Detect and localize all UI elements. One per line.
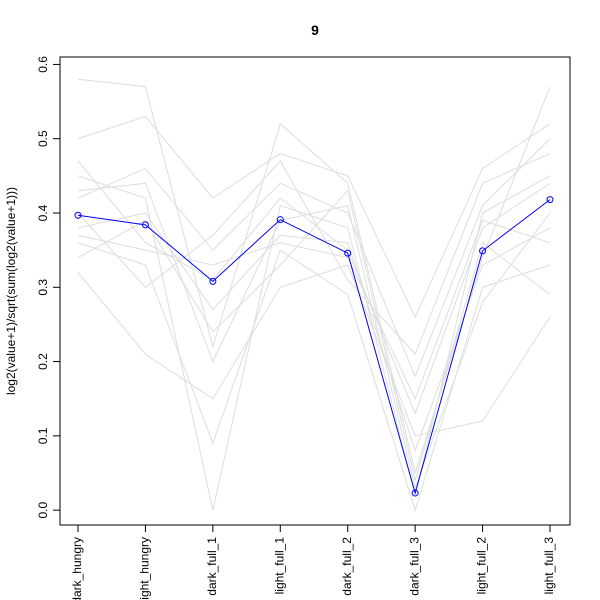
y-tick-label: 0.6: [36, 56, 50, 73]
y-tick-label: 0.2: [36, 353, 50, 370]
x-tick-label: dark_full_1: [205, 537, 219, 596]
chart-title: 9: [311, 22, 319, 38]
highlight-line: [77, 199, 551, 495]
x-tick-label: dark_hungry: [70, 537, 84, 600]
point: [479, 247, 487, 255]
x-tick-label: dark_full_3: [407, 537, 421, 596]
y-tick-label: 0.3: [36, 279, 50, 296]
background-line: [77, 160, 551, 415]
point: [344, 249, 352, 257]
background-line: [77, 219, 551, 400]
y-tick-label: 0.0: [36, 501, 50, 518]
x-tick-label: light_full_2: [475, 537, 489, 595]
point: [411, 489, 419, 497]
point: [546, 196, 554, 204]
point: [209, 277, 217, 285]
x-tick-label: light_full_1: [272, 537, 286, 595]
point: [276, 216, 284, 224]
background-line: [77, 138, 551, 378]
background-line: [77, 115, 551, 319]
x-tick-label: dark_full_2: [340, 537, 354, 596]
background-line: [77, 264, 551, 437]
x-tick-label: light_hungry: [138, 537, 152, 600]
background-line: [77, 212, 551, 453]
background-line: [77, 182, 551, 490]
point: [141, 221, 149, 229]
background-line: [77, 242, 551, 512]
plot-frame: [59, 56, 571, 526]
y-tick-label: 0.1: [36, 427, 50, 444]
background-line: [77, 189, 551, 481]
y-tick-label: 0.5: [36, 130, 50, 147]
x-tick-label: light_full_3: [542, 537, 556, 595]
y-axis-label: log2(value+1)/sqrt(sum(log2(value+1))): [4, 187, 18, 395]
background-line: [77, 153, 551, 356]
point: [74, 211, 82, 219]
y-tick-label: 0.4: [36, 204, 50, 221]
